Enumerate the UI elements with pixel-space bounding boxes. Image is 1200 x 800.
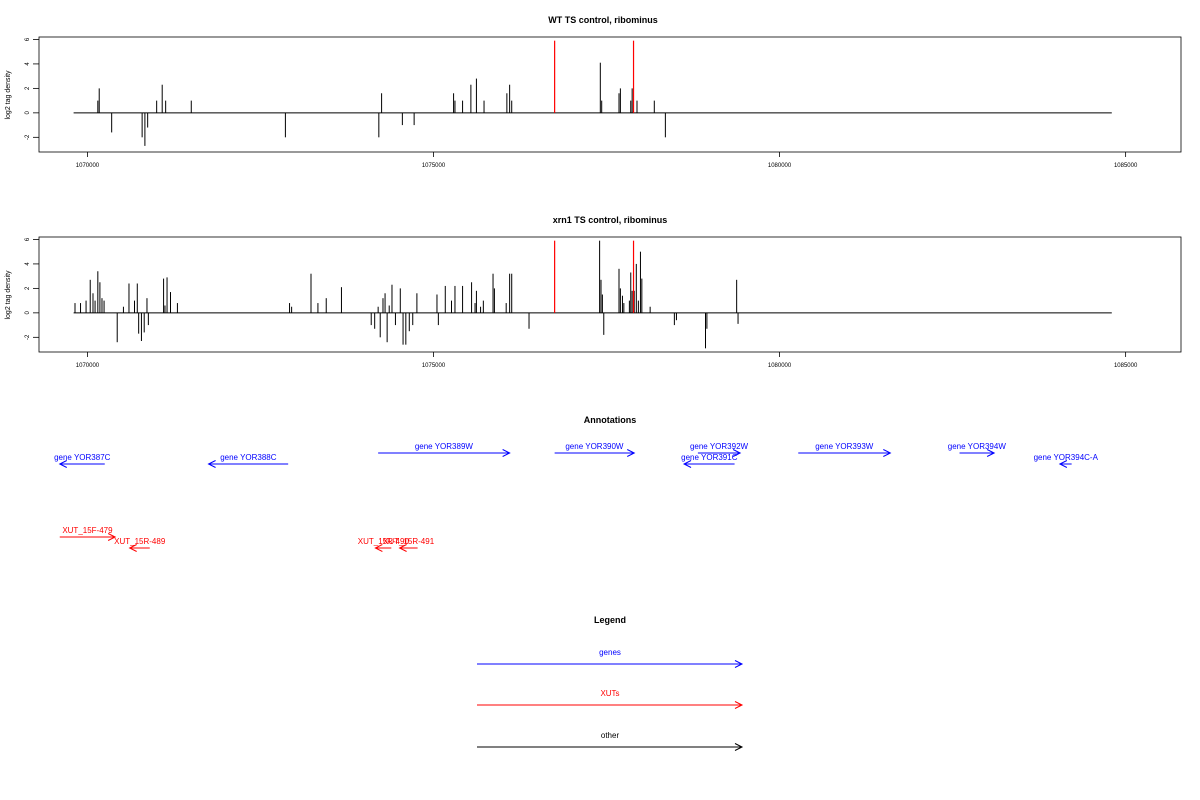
annotation-feature: gene YOR392W (690, 442, 749, 457)
annotations-track: Annotations gene YOR387C gene YOR388Cgene… (54, 415, 1099, 552)
y-tick-label: 6 (25, 237, 31, 241)
y-tick-label: 0 (25, 311, 31, 315)
legend: Legend genes XUTs other (477, 615, 744, 751)
density-bars (73, 40, 1112, 146)
panel-title: WT TS control, ribominus (548, 15, 658, 25)
annotations-title: Annotations (584, 415, 637, 425)
legend-items: genes XUTs other (477, 648, 744, 751)
density-bars (73, 240, 1112, 349)
annotation-feature: gene YOR391C (681, 453, 738, 468)
annotation-label: gene YOR388C (220, 453, 277, 462)
annotation-label: gene YOR393W (815, 442, 874, 451)
arrow-head (207, 460, 216, 468)
annotation-items: gene YOR387C gene YOR388C gene YOR389W gene… (54, 442, 1099, 552)
arrow-head (734, 743, 744, 751)
y-axis-label: log2 tag density (5, 70, 12, 120)
arrow-head (986, 449, 996, 457)
y-tick-label: 4 (25, 262, 31, 266)
annotation-feature: XUT_15R-491 (383, 537, 435, 552)
y-tick-label: -2 (25, 134, 31, 140)
annotation-label: gene YOR389W (415, 442, 474, 451)
annotation-feature: XUT_15R-489 (114, 537, 166, 552)
legend-title: Legend (594, 615, 626, 625)
annotation-label: gene YOR390W (565, 442, 624, 451)
legend-entry: XUTs (477, 689, 744, 709)
annotation-label: gene YOR394C-A (1034, 453, 1099, 462)
arrow-head (883, 449, 892, 457)
annotation-label: gene YOR392W (690, 442, 749, 451)
y-tick-label: 0 (25, 111, 31, 115)
arrow-head (732, 449, 742, 457)
panel-title: xrn1 TS control, ribominus (553, 215, 668, 225)
arrow-head (128, 544, 137, 552)
x-tick-label: 1080000 (768, 363, 792, 369)
arrow-head (107, 533, 117, 541)
annotation-label: gene YOR387C (54, 453, 111, 462)
wt-density-panel: WT TS control, ribominus log2 tag densit… (5, 15, 1182, 169)
arrow-head (58, 460, 67, 468)
plot-frame (38, 236, 1182, 353)
legend-label: other (601, 731, 620, 740)
x-tick-label: 1085000 (1114, 163, 1138, 169)
legend-entry: other (477, 731, 744, 751)
arrow-head (682, 460, 692, 468)
annotation-feature: gene YOR388C (207, 453, 289, 468)
annotation-label: XUT_15R-490 (358, 537, 410, 546)
arrow-head (374, 544, 383, 552)
annotation-label: XUT_15R-489 (114, 537, 166, 546)
x-tick-label: 1070000 (76, 163, 100, 169)
annotation-feature: XUT_15R-490 (358, 537, 410, 552)
annotation-feature: gene YOR390W (554, 442, 636, 457)
arrow-head (734, 660, 744, 668)
annotation-feature: XUT_15F-479 (59, 526, 117, 541)
legend-entry: genes (477, 648, 744, 668)
arrow-head (1058, 460, 1068, 468)
arrow-head (734, 701, 744, 709)
plot-frame (38, 36, 1182, 153)
annotation-feature: gene YOR387C (54, 453, 111, 468)
annotation-label: gene YOR394W (948, 442, 1007, 451)
xrn1-density-panel: xrn1 TS control, ribominus log2 tag dens… (5, 215, 1182, 369)
annotation-label: XUT_15F-479 (62, 526, 113, 535)
arrow-head (627, 449, 636, 457)
annotation-feature: gene YOR393W (798, 442, 892, 457)
axes: 6 4 2 0 -2 1070000 1075000 1080000 1085000 (25, 237, 1138, 369)
y-axis-label: log2 tag density (5, 270, 12, 320)
arrow-head (502, 449, 511, 457)
axes: 6 4 2 0 -2 1070000 1075000 1080000 1085000 (25, 37, 1138, 169)
annotation-feature: gene YOR394C-A (1034, 453, 1099, 468)
y-tick-label: 6 (25, 37, 31, 41)
x-tick-label: 1070000 (76, 363, 100, 369)
x-tick-label: 1075000 (422, 163, 446, 169)
legend-label: XUTs (600, 689, 619, 698)
y-tick-label: 2 (25, 286, 31, 290)
x-tick-label: 1075000 (422, 363, 446, 369)
y-tick-label: 2 (25, 86, 31, 90)
x-tick-label: 1080000 (768, 163, 792, 169)
y-tick-label: -2 (25, 334, 31, 340)
x-tick-label: 1085000 (1114, 363, 1138, 369)
annotation-label: gene YOR391C (681, 453, 738, 462)
legend-label: genes (599, 648, 621, 657)
y-tick-label: 4 (25, 62, 31, 66)
annotation-feature: gene YOR394W (948, 442, 1007, 457)
annotation-label: XUT_15R-491 (383, 537, 435, 546)
arrow-head (398, 544, 407, 552)
annotation-feature: gene YOR389W (378, 442, 511, 457)
